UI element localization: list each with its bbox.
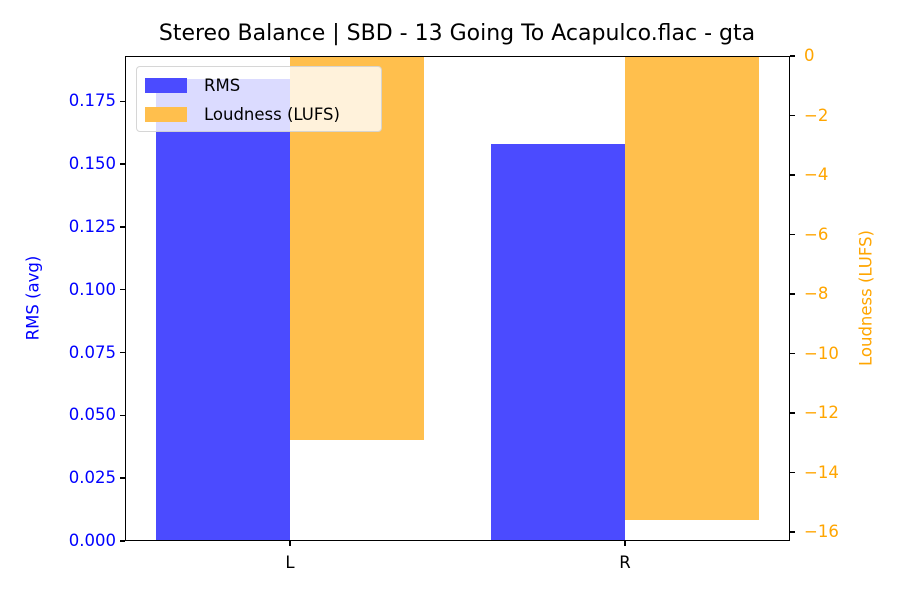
left-tick-mark (120, 226, 125, 228)
legend-item-lufs: Loudness (LUFS) (145, 104, 340, 124)
left-tick-label: 0.075 (68, 342, 116, 362)
x-tick-label: R (619, 553, 631, 572)
legend-label-rms: RMS (204, 75, 241, 95)
right-tick-mark (790, 352, 795, 355)
right-tick-label: −2 (804, 105, 829, 125)
x-tick-mark (289, 541, 291, 546)
right-tick-label: 0 (804, 46, 815, 65)
left-tick-label: 0.150 (68, 154, 116, 174)
bar-rms-R (491, 143, 625, 541)
left-tick-mark (120, 289, 125, 291)
left-tick-mark (120, 163, 125, 165)
left-tick-label: 0.175 (68, 91, 116, 111)
right-tick-mark (790, 55, 795, 57)
bar-rms-L (156, 78, 290, 541)
left-tick-label: 0.050 (68, 405, 116, 425)
left-tick-mark (120, 477, 125, 479)
right-tick-label: −4 (804, 165, 829, 185)
legend-swatch-rms (145, 77, 187, 93)
right-axis-label: Loudness (LUFS) (856, 230, 876, 366)
left-tick-label: 0.000 (68, 531, 116, 550)
x-tick-label: L (285, 553, 295, 572)
right-tick-mark (790, 233, 795, 236)
left-tick-label: 0.100 (68, 279, 116, 299)
right-tick-label: −10 (804, 343, 839, 363)
x-tick-mark (624, 541, 626, 546)
left-tick-mark (120, 100, 125, 102)
legend-label-lufs: Loudness (LUFS) (204, 104, 340, 124)
bar-lufs-R (625, 56, 759, 521)
right-tick-label: −16 (804, 522, 839, 542)
right-tick-label: −8 (804, 284, 829, 304)
right-tick-mark (790, 293, 795, 295)
legend-swatch-lufs (145, 106, 187, 122)
chart-title: Stereo Balance | SBD - 13 Going To Acapu… (158, 21, 756, 46)
plot-area (125, 56, 790, 541)
left-tick-label: 0.125 (68, 216, 116, 236)
right-tick-mark (790, 412, 795, 414)
left-tick-mark (120, 540, 125, 542)
right-tick-mark (790, 174, 795, 176)
right-tick-label: −6 (804, 224, 829, 244)
right-tick-mark (790, 114, 795, 117)
right-tick-label: −12 (804, 403, 839, 423)
left-tick-mark (120, 414, 125, 417)
left-tick-mark (120, 351, 125, 354)
right-tick-mark (790, 531, 795, 533)
right-tick-label: −14 (804, 462, 839, 482)
right-tick-mark (790, 471, 795, 474)
left-tick-label: 0.025 (68, 468, 116, 488)
legend: RMS Loudness (LUFS) (136, 66, 382, 132)
legend-item-rms: RMS (145, 75, 240, 95)
